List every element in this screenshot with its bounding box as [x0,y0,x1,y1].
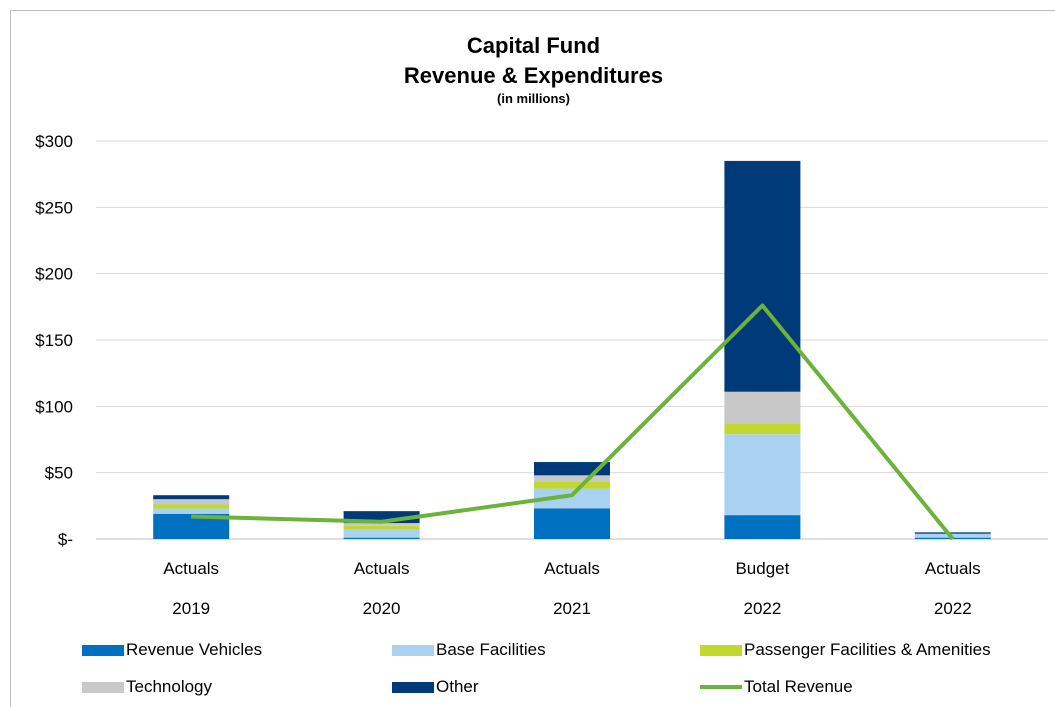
bar-segment [724,160,801,392]
y-tick-label: $300 [35,132,73,151]
x-category-label: Actuals [544,559,600,578]
bar-segment [914,533,991,538]
legend-label: Total Revenue [744,677,853,696]
chart-title: Capital Fund [466,33,601,58]
x-category-label: Budget [735,559,789,578]
bar-segment [343,525,420,530]
bar-segment [534,462,610,476]
bar-segment [343,523,420,526]
legend-label: Revenue Vehicles [126,640,263,659]
bar-segment [153,504,230,509]
bar-segment [724,423,801,435]
chart-title-block: Capital Fund Revenue & Expenditures (in … [11,31,1055,107]
x-year-label: 2022 [934,599,972,618]
x-year-label: 2022 [743,599,781,618]
legend-swatch [82,681,124,693]
y-tick-label: $- [58,530,73,549]
x-category-label: Actuals [163,559,219,578]
bar-segment [343,511,420,524]
y-tick-label: $200 [35,265,73,284]
bar-segment [914,532,991,534]
x-category-label: Actuals [354,559,410,578]
bar-segment [343,529,420,538]
legend-item: Revenue Vehicles [82,639,262,661]
legend-label: Passenger Facilities & Amenities [744,640,991,659]
chart-units-note: (in millions) [497,91,570,106]
x-category-label: Actuals [925,559,981,578]
bar-segment [534,488,610,509]
legend-line-swatch [700,685,742,689]
x-year-label: 2020 [363,599,401,618]
bar-segment [153,508,230,514]
legend-item: Total Revenue [700,676,853,698]
legend-item: Base Facilities [392,639,546,661]
bar-segment [534,508,610,539]
legend-swatch [392,681,434,693]
bar-segment [343,537,420,539]
bar-segment [153,499,230,505]
chart-subtitle: Revenue & Expenditures [403,63,664,88]
bar-segment [534,475,610,482]
y-tick-label: $150 [35,331,73,350]
legend-item: Other [392,676,479,698]
bar-segment [534,481,610,489]
chart-frame: Capital Fund Revenue & Expenditures (in … [10,10,1055,707]
x-year-label: 2019 [172,599,210,618]
bar-segment [153,495,230,500]
legend-label: Base Facilities [436,640,546,659]
legend-item: Technology [82,676,212,698]
bar-segment [724,434,801,516]
legend-swatch [392,644,434,656]
legend-label: Other [436,677,479,696]
x-year-label: 2021 [553,599,591,618]
legend-swatch [700,644,742,656]
y-tick-label: $50 [45,464,73,483]
legend-item: Passenger Facilities & Amenities [700,639,991,661]
bar-segment [724,391,801,424]
bar-segment [724,515,801,539]
legend-swatch [82,644,124,656]
y-tick-label: $100 [35,397,73,416]
y-tick-label: $250 [35,198,73,217]
legend-label: Technology [126,677,213,696]
